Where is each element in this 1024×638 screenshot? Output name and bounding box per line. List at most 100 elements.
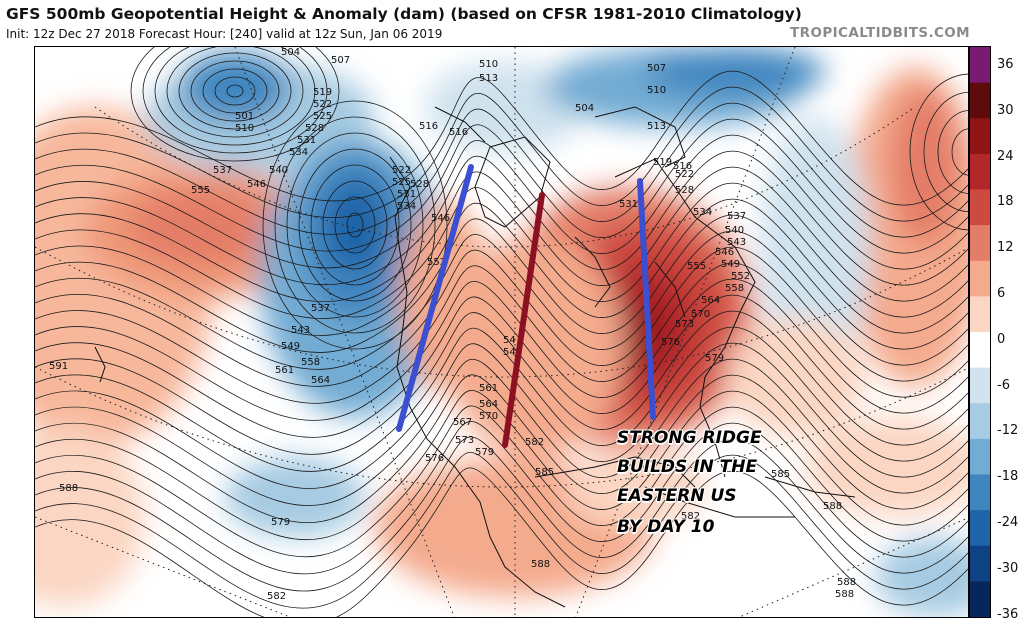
annotation-line-1: STRONG RIDGE bbox=[617, 428, 762, 448]
trough-axis-west bbox=[396, 164, 474, 432]
contour-label: 516 bbox=[419, 121, 438, 132]
colorbar-swatch bbox=[970, 545, 990, 582]
colorbar-label: -24 bbox=[997, 515, 1019, 530]
contour-label: 531 bbox=[397, 189, 416, 200]
contour-label: 552 bbox=[427, 257, 446, 268]
colorbar-label: -30 bbox=[997, 560, 1019, 576]
contour-label: 543 bbox=[291, 325, 310, 336]
colorbar-label: 6 bbox=[997, 286, 1006, 301]
contour-label: 561 bbox=[275, 365, 294, 376]
contour-label: 30 bbox=[967, 111, 969, 122]
contour-label: 570 bbox=[479, 411, 498, 422]
contour-label: 537 bbox=[213, 165, 232, 176]
contour-label: 588 bbox=[59, 483, 78, 494]
contour-label: 510 bbox=[235, 123, 254, 134]
contour-label: 534 bbox=[289, 147, 308, 158]
annotation-line-2: BUILDS IN THE bbox=[617, 457, 758, 477]
height-contour bbox=[166, 47, 304, 138]
contour-label: 534 bbox=[397, 201, 416, 212]
contour-label: 522 bbox=[392, 165, 411, 176]
height-contours bbox=[35, 47, 968, 617]
contour-label: 564 bbox=[311, 375, 330, 386]
height-contour bbox=[35, 389, 968, 541]
contour-label: 585 bbox=[771, 469, 790, 480]
colorbar-swatch bbox=[970, 82, 990, 119]
colorbar-swatch bbox=[970, 225, 990, 262]
contour-label: 522 bbox=[675, 169, 694, 180]
height-contour bbox=[35, 342, 968, 489]
contour-label: 540 bbox=[269, 165, 288, 176]
annotation-line-4: BY DAY 10 bbox=[617, 517, 715, 537]
colorbar-swatch bbox=[970, 332, 990, 369]
contour-label: 546 bbox=[715, 247, 734, 258]
contour-label: 507 bbox=[331, 55, 350, 66]
height-contour bbox=[202, 68, 268, 114]
height-contour bbox=[286, 132, 424, 318]
anomaly-colorbar bbox=[969, 46, 991, 618]
height-contour bbox=[35, 262, 968, 404]
contour-label: 504 bbox=[575, 103, 594, 114]
contour-label: 588 bbox=[531, 559, 550, 570]
ridge-axis-central bbox=[502, 192, 545, 448]
height-contour bbox=[951, 128, 968, 176]
height-contour bbox=[909, 73, 968, 231]
height-contour bbox=[35, 374, 968, 524]
contour-label: 576 bbox=[425, 453, 444, 464]
height-contour bbox=[35, 294, 968, 438]
height-contour bbox=[35, 451, 968, 609]
contour-label: 519 bbox=[653, 157, 672, 168]
colorbar-label: -36 bbox=[997, 606, 1019, 622]
colorbar-swatch bbox=[970, 260, 990, 297]
colorbar-swatch bbox=[970, 438, 990, 476]
contour-label: 567 bbox=[453, 417, 472, 428]
colorbar-label: 24 bbox=[997, 148, 1014, 164]
contour-label: 582 bbox=[525, 437, 544, 448]
contour-label: 555 bbox=[687, 261, 706, 272]
height-contour bbox=[35, 198, 968, 336]
colorbar-swatch bbox=[970, 118, 990, 155]
colorbar-swatch bbox=[970, 296, 990, 333]
height-contour bbox=[35, 214, 968, 353]
height-contour bbox=[35, 118, 968, 254]
contour-label: 507 bbox=[647, 63, 666, 74]
contour-label: 504 bbox=[281, 47, 300, 58]
contour-label: 576 bbox=[661, 337, 680, 348]
brand-watermark: TROPICALTIDBITS.COM bbox=[790, 25, 970, 41]
contour-label: 513 bbox=[479, 73, 498, 84]
height-contour bbox=[35, 150, 968, 286]
height-contour bbox=[226, 84, 244, 98]
colorbar-swatch bbox=[970, 153, 990, 191]
contour-label: 546 bbox=[431, 213, 450, 224]
contour-label: 54 bbox=[503, 347, 516, 358]
weather-map: 504 507 519 522 525 528 531 534 501 510 537 546 540 5… bbox=[34, 46, 969, 618]
contour-label: 555 bbox=[191, 185, 210, 196]
contour-label: 528 bbox=[675, 185, 694, 196]
contour-label: 531 bbox=[297, 135, 316, 146]
height-contour bbox=[35, 166, 968, 303]
contour-label: 501 bbox=[235, 111, 254, 122]
height-contour bbox=[142, 47, 328, 154]
colorbar-label: 0 bbox=[997, 331, 1006, 347]
colorbar-swatch bbox=[970, 47, 990, 84]
height-contour bbox=[310, 164, 400, 286]
colorbar-label: -18 bbox=[997, 469, 1019, 485]
colorbar-swatch bbox=[970, 367, 990, 404]
annotation-line-3: EASTERN US bbox=[617, 486, 737, 506]
colorbar-swatch bbox=[970, 189, 990, 226]
colorbar-swatch bbox=[970, 403, 990, 440]
colorbar-label: -12 bbox=[997, 423, 1019, 439]
contour-label: 573 bbox=[455, 435, 474, 446]
contour-label: 519 bbox=[313, 87, 332, 98]
height-contour bbox=[214, 76, 256, 106]
anomaly-shading bbox=[35, 47, 968, 617]
trough-axis-east bbox=[637, 178, 656, 420]
contour-label: 528 bbox=[410, 179, 429, 190]
height-contour bbox=[35, 86, 968, 222]
height-contour bbox=[35, 102, 968, 238]
contour-label: 579 bbox=[271, 517, 290, 528]
height-contour bbox=[178, 52, 292, 130]
colorbar-label: -6 bbox=[997, 377, 1010, 393]
height-contour bbox=[35, 420, 968, 575]
colorbar-label: 30 bbox=[997, 102, 1014, 118]
height-contour bbox=[35, 326, 968, 472]
